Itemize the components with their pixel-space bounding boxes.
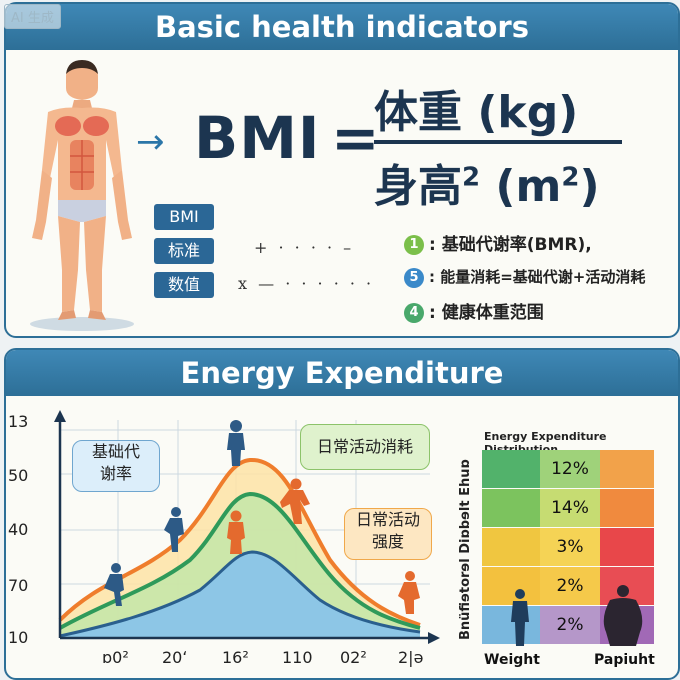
arrow-right-icon: → [136,122,165,162]
bmi-formula: → BMI = 体重 (kg) 身高2 (m2) [136,74,656,224]
x-axis-arrow-icon [428,632,440,644]
distribution-cell [540,606,600,644]
legend-text: : 能量消耗=基础代谢+活动消耗 [429,268,646,286]
distribution-vertical-label: Bnüfiɘtorɘl Diɒbɘlt Ehuɒ [458,459,473,641]
person-figure-icon [280,478,310,524]
person-figure-icon [398,571,420,614]
x-tick-label: 20ʻ [162,648,188,667]
distribution-cell [540,528,600,566]
tag-standard: 标准 [154,238,214,264]
person-figure-icon [164,507,184,552]
number-circle-icon: 5 [404,267,424,288]
bubble-daily-activity: 日常活动消耗 [300,424,430,470]
distribution-cell [540,489,600,527]
formula-equals: = [331,104,380,172]
person-figure-icon [227,510,245,554]
distribution-row: 14% [482,489,654,527]
distribution-cell [600,450,654,488]
tag-bmi: BMI [154,204,214,230]
legend-item-energy: 5 : 能量消耗=基础代谢+活动消耗 [404,266,645,288]
y-axis-arrow-icon [54,410,66,422]
denominator-unit-sup: 2 [561,162,580,193]
number-circle-icon: 1 [404,235,424,255]
y-tick-label: 50 [8,466,29,485]
denominator-unit: (m [495,161,562,212]
human-body-illustration [30,60,134,331]
formula-denominator: 身高2 (m2) [374,150,600,214]
distribution-value: 2% [556,576,584,596]
y-tick-label: 10 [8,628,29,647]
x-tick-label: 02² [340,648,367,667]
y-tick-label: 40 [8,520,29,539]
panel-title-health: Basic health indicators [6,4,678,50]
distribution-cell [482,450,540,488]
person-figure-icon [104,563,124,606]
dots-row-1: + · · · · – [254,238,355,257]
distribution-value: 14% [551,498,589,518]
bubble-bmr: 基础代 谢率 [72,440,160,492]
y-tick-label: 13 [8,412,29,431]
distribution-cell [482,528,540,566]
tag-value: 数值 [154,272,214,298]
denominator-text: 身高 [374,161,462,212]
distribution-row: 3% [482,528,654,566]
y-tick-label: 70 [8,576,29,595]
legend-text: : 健康体重范围 [429,303,544,323]
person-figure-icon [227,420,245,466]
distribution-cell [482,489,540,527]
curve-orange-line [58,457,421,627]
bubble-activity-intensity: 日常活动 强度 [344,508,432,560]
denominator-close: ) [579,161,600,212]
fraction-line [374,140,622,144]
distribution-value: 2% [556,615,584,635]
distribution-cell [600,489,654,527]
denominator-sup: 2 [462,162,481,193]
number-circle-icon: 4 [404,303,424,323]
distribution-row: 12% [482,450,654,488]
ai-generated-badge: AI 生成 [4,4,61,29]
curve-blue-fill [60,552,420,638]
distribution-cell [540,450,600,488]
distribution-footer-right: Papiuht [594,652,655,668]
x-tick-label: 2|ə [398,648,424,667]
x-tick-label: 16² [222,648,249,667]
formula-bmi: BMI [194,104,321,172]
x-tick-label: ɒ0² [102,648,129,667]
curve-blue-line [59,550,421,638]
x-tick-label: 110 [282,648,313,667]
legend-text: : 基础代谢率(BMR), [429,235,592,255]
curve-green-line [59,491,421,630]
distribution-cell [600,528,654,566]
person-heavy-icon [603,585,643,646]
panel-title-energy: Energy Expenditure [6,350,678,396]
person-standing-icon [511,589,529,646]
formula-numerator: 体重 (kg) [374,87,579,138]
distribution-cell [482,606,540,644]
distribution-footer-left: Weight [484,652,540,668]
distribution-row: 2% [482,567,654,605]
legend-item-bmr: 1: 基础代谢率(BMR), [404,230,592,255]
distribution-value: 12% [551,459,589,479]
bmi-panel: Basic health indicators → BMI = 体重 (kg) … [4,2,680,338]
distribution-value: 3% [556,537,584,557]
distribution-cell [482,567,540,605]
legend-item-weight-range: 4: 健康体重范围 [404,298,544,323]
dots-row-2: x — · · · · · · [238,274,375,293]
distribution-cell [540,567,600,605]
